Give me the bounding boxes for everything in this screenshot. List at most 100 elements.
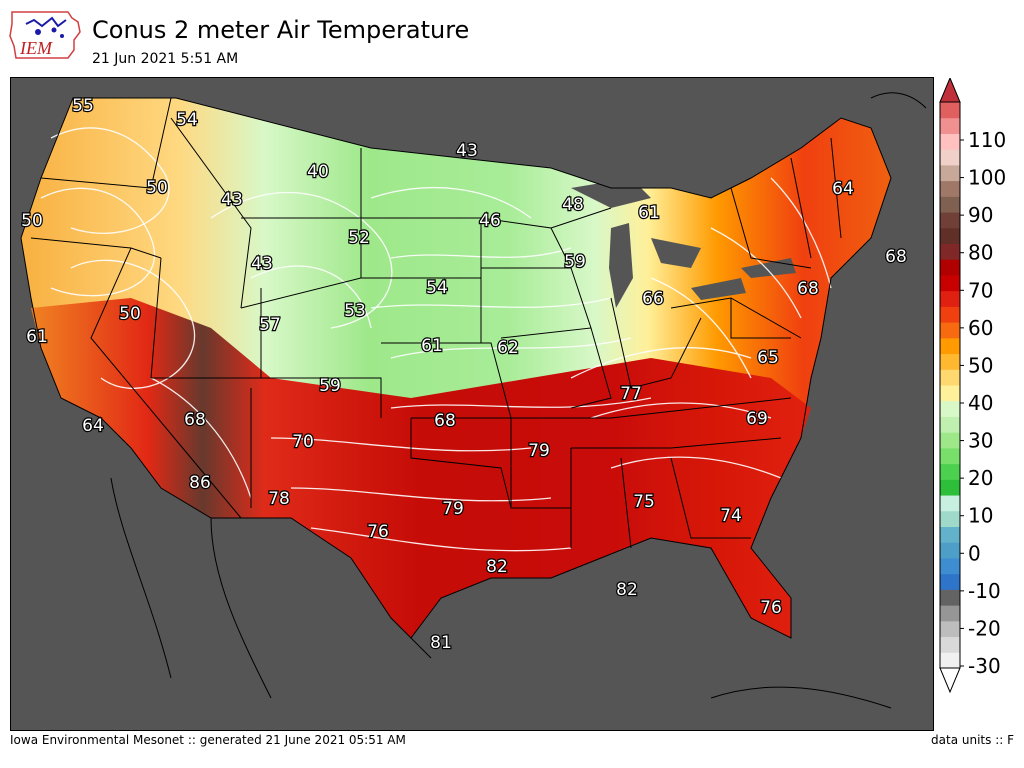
colorbar-tick-label: 40 [968, 391, 993, 415]
colorbar-swatch [940, 620, 960, 638]
temperature-label: 64 [82, 416, 104, 436]
colorbar-tick-label: -10 [968, 579, 1001, 603]
colorbar-swatch [940, 605, 960, 622]
temperature-label: 65 [757, 348, 779, 368]
temperature-label: 81 [430, 633, 452, 653]
page-title: Conus 2 meter Air Temperature [92, 16, 470, 44]
colorbar-swatch [940, 479, 960, 496]
colorbar-swatch [940, 133, 960, 150]
colorbar-swatch [940, 636, 960, 653]
colorbar-swatch [940, 290, 960, 307]
colorbar-tick-label: 80 [968, 241, 993, 265]
colorbar-over-triangle [939, 76, 961, 103]
colorbar-tick-label: 90 [968, 203, 993, 227]
page-subtitle: 21 Jun 2021 5:51 AM [92, 51, 239, 67]
temperature-label: 54 [426, 278, 448, 298]
colorbar-swatch [940, 557, 960, 575]
logo-text: IEM [19, 38, 53, 58]
temperature-label: 77 [620, 384, 642, 404]
colorbar-tick-label: 10 [968, 504, 993, 528]
colorbar-swatch [940, 495, 960, 512]
footer-credit: Iowa Environmental Mesonet :: generated … [10, 733, 406, 747]
colorbar-tick-label: -20 [968, 616, 1001, 640]
temperature-label: 50 [146, 178, 168, 198]
colorbar-swatch [940, 274, 960, 292]
temperature-label: 78 [268, 489, 290, 509]
temperature-label: 61 [421, 336, 443, 356]
temperature-label: 48 [562, 195, 584, 215]
temperature-label: 79 [528, 441, 550, 461]
temperature-labels: 55 54 43 40 50 43 50 52 46 48 61 64 43 54 59 50 57 53 61 62… [20, 95, 908, 654]
coastlines [110, 92, 927, 709]
colorbar-canvas: -30 -20 -10 0 10 20 30 40 50 60 70 80 90 100 110 [939, 76, 1006, 694]
temperature-label: 61 [26, 327, 48, 347]
colorbar-swatch [940, 385, 960, 402]
colorbar-tick-label: 110 [968, 128, 1006, 152]
map-canvas: 55 54 43 40 50 43 50 52 46 48 61 64 43 54 59 50 57 53 61 62… [20, 92, 927, 709]
colorbar-swatch [940, 180, 960, 197]
colorbar-swatch [940, 243, 960, 260]
temperature-label: 57 [259, 315, 281, 335]
colorbar-swatch [940, 447, 960, 465]
colorbar-swatch [940, 117, 960, 134]
colorbar-swatch [940, 306, 960, 323]
colorbar-tick-label: 20 [968, 466, 993, 490]
colorbar-swatch [940, 573, 960, 590]
colorbar-swatch [940, 416, 960, 433]
colorbar-under-triangle [939, 667, 961, 694]
colorbar-tick-label: 0 [968, 541, 981, 565]
temperature-label: 76 [760, 598, 782, 618]
colorbar-swatch [940, 589, 960, 606]
colorbar-tick-label: 70 [968, 278, 993, 302]
colorbar-border [939, 101, 961, 669]
footer-units: data units :: F [931, 733, 1014, 747]
temperature-label: 52 [348, 228, 370, 248]
temperature-label: 43 [221, 190, 243, 210]
temperature-label: 68 [885, 247, 907, 267]
temperature-label: 66 [642, 289, 664, 309]
temperature-label: 86 [189, 473, 211, 493]
colorbar-swatch [940, 463, 960, 480]
iem-logo: IEM [8, 6, 86, 64]
temperature-label: 69 [746, 409, 768, 429]
colorbar-swatch [940, 369, 960, 386]
colorbar-swatch [940, 432, 960, 449]
colorbar-swatch [940, 322, 960, 339]
colorbar-swatch [940, 227, 960, 244]
temperature-label: 75 [633, 492, 655, 512]
state-borders [20, 97, 892, 659]
temperature-label: 43 [251, 254, 273, 274]
temperature-label: 76 [367, 522, 389, 542]
temperature-label: 68 [434, 411, 456, 431]
temperature-label: 64 [832, 179, 854, 199]
colorbar-swatch [940, 337, 960, 355]
colorbar-swatch [940, 652, 960, 669]
temperature-label: 55 [72, 96, 94, 116]
temperature-label: 68 [797, 279, 819, 299]
temperature-label: 79 [442, 499, 464, 519]
temperature-map: 55 54 43 40 50 43 50 52 46 48 61 64 43 54 59 50 57 53 61 62… [10, 77, 934, 731]
colorbar-swatch [940, 400, 960, 417]
colorbar-swatch [940, 149, 960, 166]
temperature-label: 43 [456, 141, 478, 161]
temperature-label: 61 [638, 203, 660, 223]
temperature-colorbar: -30 -20 -10 0 10 20 30 40 50 60 70 80 90 100 110 [938, 76, 1024, 694]
colorbar-swatch [940, 510, 960, 527]
colorbar-swatch [940, 164, 960, 182]
temperature-label: 54 [176, 110, 198, 130]
temperature-label: 68 [184, 410, 206, 430]
colorbar-tick-label: 60 [968, 316, 993, 340]
temperature-label: 46 [479, 211, 501, 231]
colorbar-swatch [940, 102, 960, 119]
colorbar-tick-label: 30 [968, 429, 993, 453]
temperature-label: 59 [564, 252, 586, 272]
colorbar-swatch [940, 259, 960, 276]
temperature-label: 74 [720, 506, 742, 526]
colorbar-swatch [940, 542, 960, 559]
temperature-label: 40 [307, 162, 329, 182]
temperature-label: 62 [497, 338, 519, 358]
colorbar-tick-label: -30 [968, 654, 1001, 678]
temperature-label: 50 [119, 304, 141, 324]
colorbar-swatch [940, 353, 960, 370]
temperature-label: 82 [486, 557, 508, 577]
